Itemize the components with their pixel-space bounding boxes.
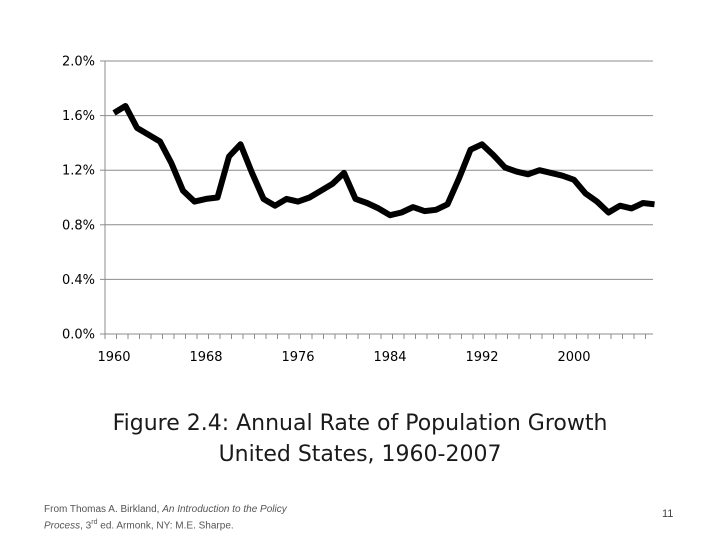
y-tick-label: 0.8% [62, 218, 95, 233]
y-tick-label: 1.6% [62, 109, 95, 124]
y-tick-label: 1.2% [62, 164, 95, 179]
source-book-title-2: Process [44, 520, 81, 532]
x-tick-label: 1984 [373, 350, 406, 365]
source-edition-sup: rd [91, 519, 98, 526]
page-number: 11 [662, 508, 674, 520]
figure-caption: Figure 2.4: Annual Rate of Population Gr… [0, 408, 720, 470]
gridlines [105, 60, 653, 280]
axes: 0.0% 0.4% 0.8% 1.2% 1.6% 2.0% 1960 1968 1976 1984… [62, 55, 653, 365]
series-line [112, 103, 655, 219]
source-citation: From Thomas A. Birkland, An Introduction… [44, 503, 344, 532]
y-tick-label: 0.4% [62, 273, 95, 288]
x-tick-label: 1960 [97, 350, 130, 365]
y-tick-label: 0.0% [62, 328, 95, 343]
source-book-title-1: An Introduction to the Policy [162, 504, 287, 515]
x-tick-label: 1992 [465, 350, 498, 365]
source-prefix: From Thomas A. Birkland, [44, 504, 163, 515]
series-line-layer [112, 103, 655, 219]
caption-line-2: United States, 1960-2007 [218, 442, 502, 467]
x-tick-label: 2000 [557, 350, 590, 365]
x-tick-label: 1976 [281, 350, 314, 365]
line-chart: 0.0% 0.4% 0.8% 1.2% 1.6% 2.0% 1960 1968 1976 1984… [62, 55, 655, 365]
caption-line-1: Figure 2.4: Annual Rate of Population Gr… [112, 411, 608, 436]
y-tick-label: 2.0% [62, 55, 95, 70]
source-edition: , 3 [80, 520, 92, 532]
x-tick-label: 1968 [189, 350, 222, 365]
source-suffix: ed. Armonk, NY: M.E. Sharpe. [97, 520, 234, 532]
